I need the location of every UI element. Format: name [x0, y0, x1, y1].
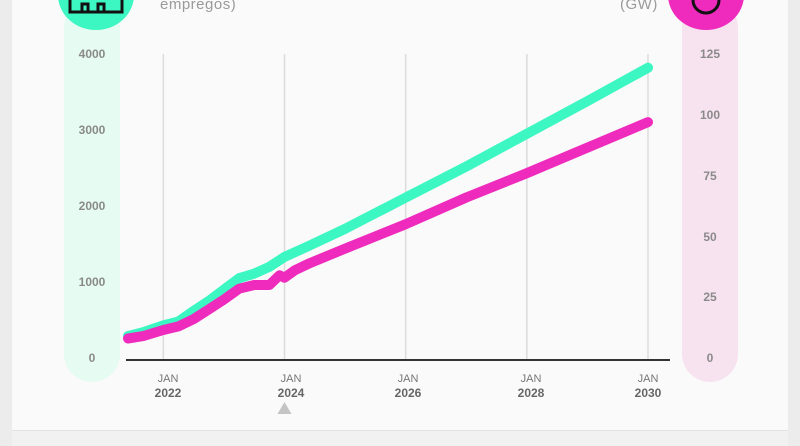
left-tick-label: 3000	[78, 123, 106, 137]
right-tick-label: 0	[706, 351, 714, 365]
left-axis-unit: empregos)	[160, 0, 237, 13]
x-tick-label: JAN 2022	[133, 372, 203, 400]
x-tick-label: JAN 2028	[496, 372, 566, 400]
x-tick-year: 2026	[394, 386, 422, 400]
right-tick-label: 125	[699, 47, 721, 61]
capacity-series-line	[123, 117, 653, 344]
left-tick-label: 1000	[78, 275, 106, 289]
chart-card	[12, 0, 788, 430]
left-tick-label: 0	[88, 351, 96, 365]
building-icon	[68, 0, 124, 14]
x-tick-label: JAN 2030	[613, 372, 683, 400]
x-tick-year: 2022	[154, 386, 182, 400]
x-tick-month: JAN	[397, 373, 419, 385]
right-axis-unit: (GW)	[620, 0, 658, 13]
x-tick-label: JAN 2026	[373, 372, 443, 400]
x-tick-month: JAN	[157, 373, 179, 385]
jobs-icon-badge	[58, 0, 134, 30]
right-tick-label: 75	[703, 169, 717, 183]
right-tick-label: 25	[703, 290, 717, 304]
x-tick-month: JAN	[637, 373, 659, 385]
left-axis-band	[64, 0, 120, 382]
left-tick-label: 2000	[78, 199, 106, 213]
right-tick-label: 100	[699, 108, 721, 122]
x-tick-year: 2024	[277, 386, 305, 400]
x-tick-label: JAN 2024	[256, 372, 326, 400]
right-axis-band	[682, 0, 738, 382]
current-date-marker	[277, 402, 292, 414]
capacity-icon-badge	[668, 0, 744, 30]
left-tick-label: 4000	[78, 47, 106, 61]
x-tick-month: JAN	[280, 373, 302, 385]
jobs-series-line	[123, 62, 653, 341]
gauge-icon	[691, 0, 721, 15]
x-tick-year: 2028	[517, 386, 545, 400]
right-tick-label: 50	[703, 230, 717, 244]
x-tick-year: 2030	[634, 386, 662, 400]
x-tick-month: JAN	[520, 373, 542, 385]
footer-panel	[12, 430, 788, 446]
